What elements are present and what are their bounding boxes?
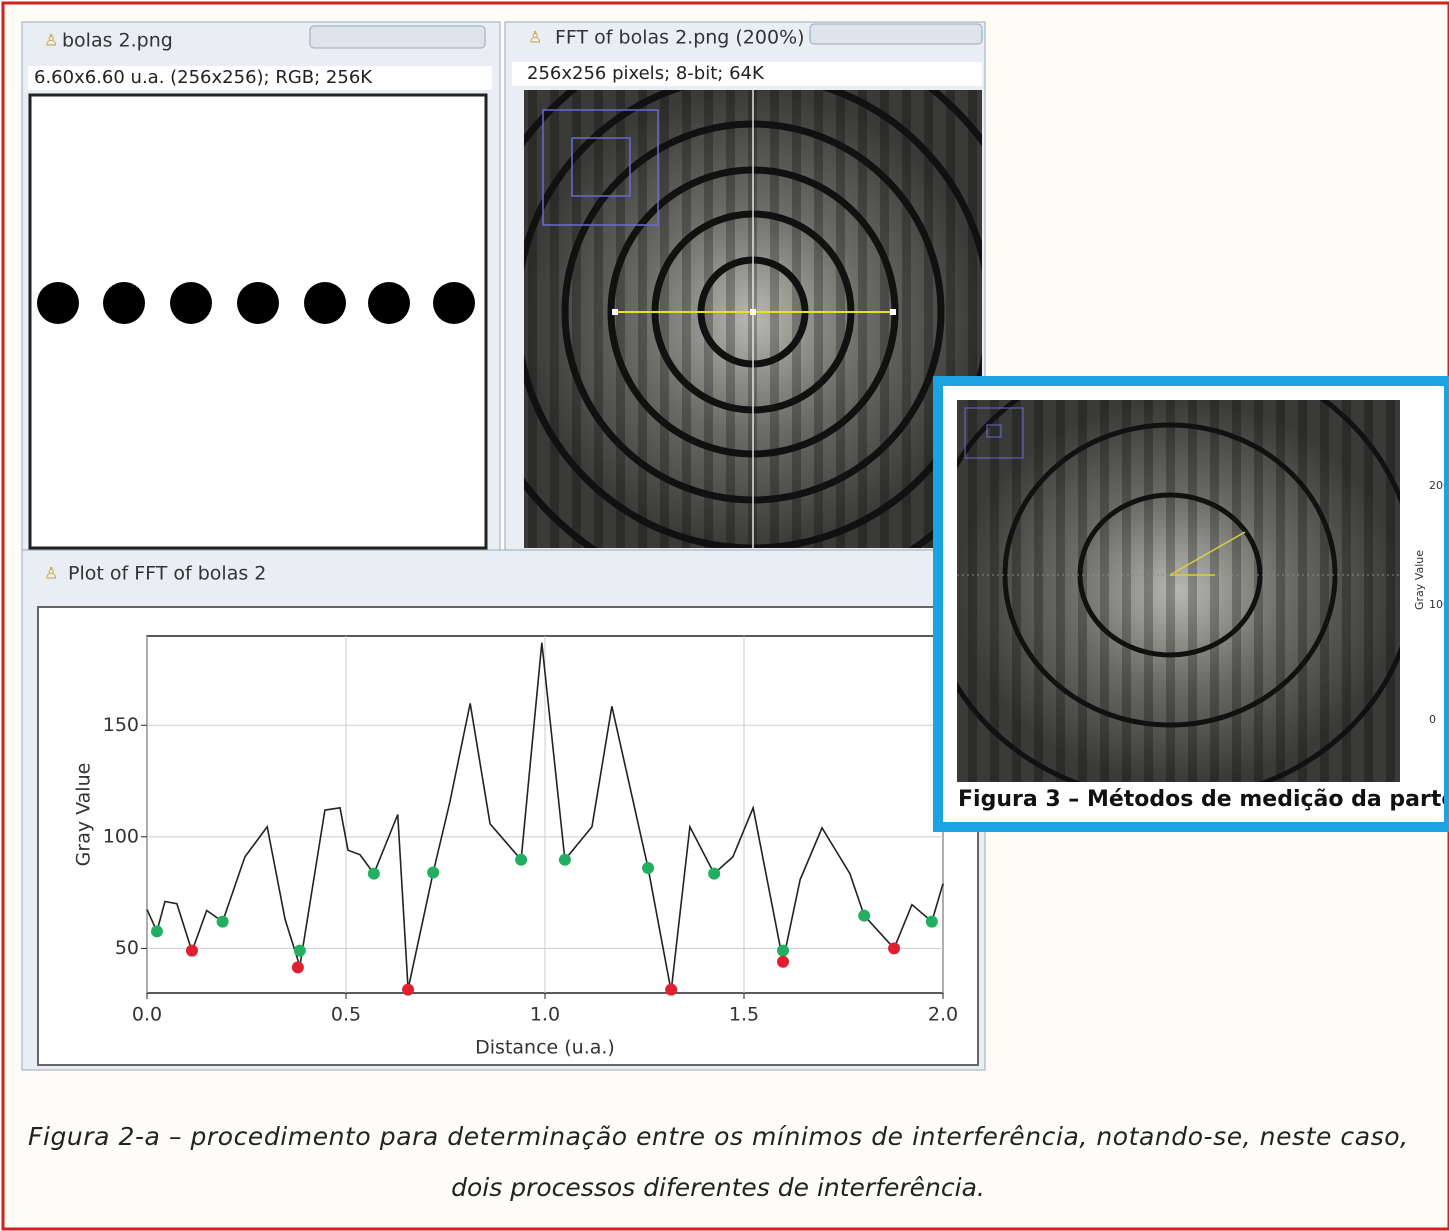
- marker: [402, 984, 414, 996]
- dot: [304, 282, 346, 324]
- dot: [368, 282, 410, 324]
- y-tick-label: 150: [103, 714, 139, 736]
- window-plot: ♙: [22, 550, 985, 1070]
- inset-tick-label: 0: [1429, 713, 1436, 726]
- marker: [858, 910, 870, 922]
- x-tick-label: 0.0: [132, 1004, 162, 1026]
- svg-text:♙: ♙: [528, 28, 542, 47]
- x-tick-label: 2.0: [928, 1004, 958, 1026]
- marker: [151, 925, 163, 937]
- marker: [217, 916, 229, 928]
- marker: [888, 942, 900, 954]
- marker: [777, 945, 789, 957]
- x-tick-label: 0.5: [331, 1004, 361, 1026]
- marker: [777, 956, 789, 968]
- dot: [237, 282, 279, 324]
- inset-caption: Figura 3 – Métodos de medição da parte: [958, 787, 1449, 812]
- marker: [642, 862, 654, 874]
- page: ♙ ♙ ♙ 0.0 0.5 1.0 1.5 2.0 50 100 150 Distance (u…: [0, 0, 1449, 1231]
- window-title: bolas 2.png: [62, 30, 173, 52]
- marker: [368, 868, 380, 880]
- image-info: 256x256 pixels; 8-bit; 64K: [527, 63, 765, 84]
- svg-text:♙: ♙: [44, 564, 58, 583]
- inset-axis-label: Gray Value: [1413, 550, 1426, 610]
- marker: [708, 868, 720, 880]
- y-axis-label: Gray Value: [73, 763, 95, 867]
- inset-cover: [1444, 386, 1449, 822]
- y-tick-label: 50: [115, 937, 139, 959]
- marker: [515, 854, 527, 866]
- marker: [292, 961, 304, 973]
- x-axis-label: Distance (u.a.): [475, 1037, 615, 1059]
- marker: [559, 854, 571, 866]
- window-title: Plot of FFT of bolas 2: [68, 563, 266, 585]
- x-tick-label: 1.0: [530, 1004, 560, 1026]
- marker: [926, 916, 938, 928]
- dot: [37, 282, 79, 324]
- marker: [186, 945, 198, 957]
- dot: [103, 282, 145, 324]
- dot: [433, 282, 475, 324]
- marker: [294, 945, 306, 957]
- marker: [427, 867, 439, 879]
- caption: dois processos diferentes de interferênc…: [451, 1173, 985, 1202]
- dot: [170, 282, 212, 324]
- image-info: 6.60x6.60 u.a. (256x256); RGB; 256K: [34, 67, 373, 88]
- x-tick-label: 1.5: [729, 1004, 759, 1026]
- y-tick-label: 100: [103, 825, 139, 847]
- caption: Figura 2-a – procedimento para determina…: [28, 1122, 1408, 1151]
- marker: [665, 984, 677, 996]
- window-title: FFT of bolas 2.png (200%): [555, 27, 805, 49]
- svg-text:♙: ♙: [44, 31, 58, 50]
